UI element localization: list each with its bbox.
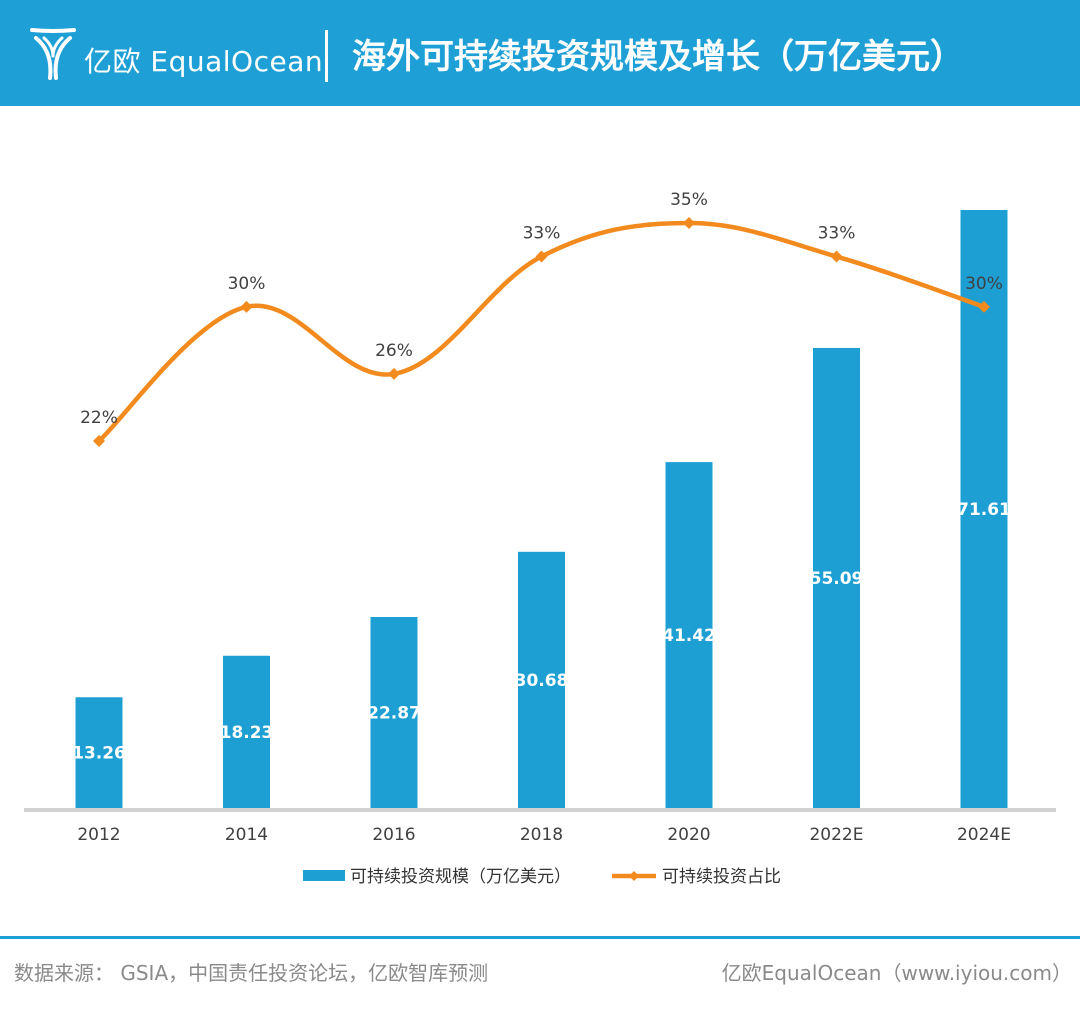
ratio-point (683, 217, 695, 229)
equalocean-logo-icon (30, 28, 76, 80)
ratio-point (978, 300, 990, 313)
x-tick-label: 2020 (667, 825, 710, 845)
x-tick-label: 2016 (372, 825, 415, 845)
ratio-value-label: 35% (670, 190, 708, 210)
bar (665, 462, 713, 808)
bar-value-label: 41.42 (662, 626, 716, 646)
bar-value-label: 13.26 (72, 744, 126, 764)
ratio-point (388, 367, 400, 380)
legend-line-label: 可持续投资占比 (662, 867, 781, 887)
x-tick-label: 2022E (809, 825, 863, 845)
credit-note: 亿欧EqualOcean（www.iyiou.com） (721, 961, 1072, 985)
bar-value-label: 71.61 (957, 500, 1011, 520)
ratio-value-label: 30% (965, 274, 1003, 294)
x-tick-label: 2024E (957, 825, 1011, 845)
bar (518, 551, 565, 808)
ratio-value-label: 26% (375, 341, 413, 361)
ratio-value-label: 22% (80, 408, 118, 428)
legend-bar-swatch (303, 870, 345, 881)
footer-divider (0, 936, 1080, 939)
page-title: 海外可持续投资规模及增长（万亿美元） (352, 37, 964, 77)
ratio-value-label: 33% (523, 224, 561, 244)
x-tick-label: 2012 (77, 825, 120, 845)
bar-value-label: 22.87 (367, 704, 421, 724)
source-note: 数据来源： GSIA，中国责任投资论坛，亿欧智库预测 (14, 961, 489, 985)
ratio-point (830, 250, 843, 263)
header-divider (325, 30, 328, 82)
bar-value-label: 30.68 (515, 671, 569, 691)
brand-name: 亿欧 EqualOcean (84, 45, 324, 78)
ratio-value-label: 33% (818, 224, 856, 244)
bar (813, 347, 860, 808)
bar (75, 697, 123, 808)
bar (223, 655, 270, 808)
bar (370, 617, 418, 808)
ratio-point (93, 435, 105, 447)
ratio-point (535, 250, 548, 263)
legend-bar-label: 可持续投资规模（万亿美元） (350, 867, 571, 887)
x-axis-line (24, 808, 1056, 812)
header-banner: 亿欧 EqualOcean 海外可持续投资规模及增长（万亿美元） (0, 0, 1080, 106)
ratio-point (240, 300, 253, 313)
legend-line-marker (629, 871, 639, 881)
ratio-value-label: 30% (228, 274, 266, 294)
x-tick-label: 2014 (225, 825, 268, 845)
x-tick-label: 2018 (520, 825, 563, 845)
combo-chart: 13.26 18.23 22.87 30.68 41.42 55.09 71.61 2012 2… (24, 190, 1056, 887)
bar-value-label: 18.23 (220, 723, 274, 743)
bar-value-label: 55.09 (810, 569, 864, 589)
